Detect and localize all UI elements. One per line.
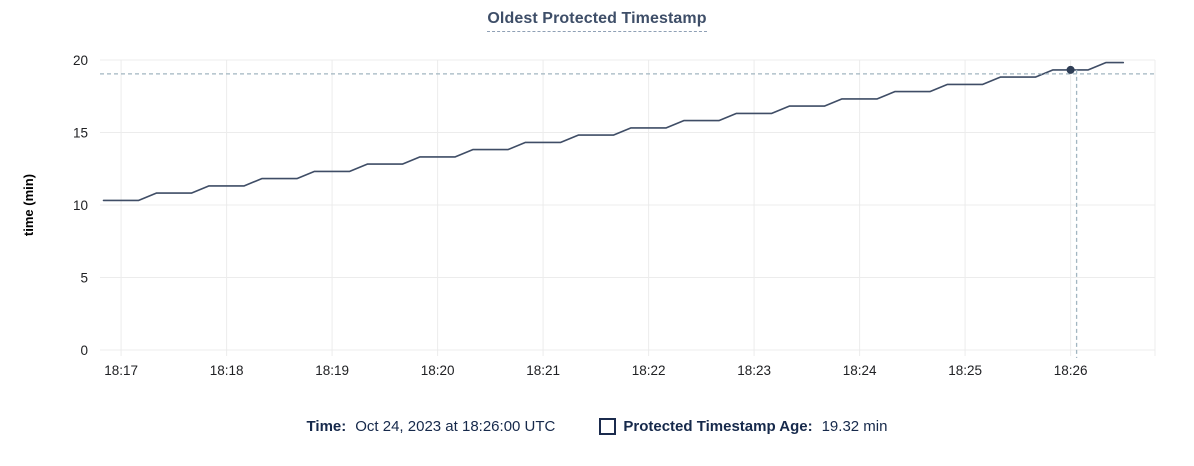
x-tick-label: 18:21: [526, 363, 560, 378]
x-tick-label: 18:24: [843, 363, 877, 378]
x-tick-label: 18:18: [210, 363, 244, 378]
series-swatch-checkbox[interactable]: [599, 418, 617, 435]
chart-header: Oldest Protected Timestamp: [0, 10, 1194, 32]
plot-hover-area[interactable]: [100, 60, 1155, 350]
legend-series-value: 19.32 min: [821, 418, 888, 435]
chart-title[interactable]: Oldest Protected Timestamp: [487, 10, 707, 32]
x-tick-label: 18:19: [315, 363, 349, 378]
y-axis-title: time (min): [21, 174, 36, 236]
legend-time-value: Oct 24, 2023 at 18:26:00 UTC: [355, 418, 556, 435]
series-layer: [102, 61, 1125, 202]
series-line: [102, 61, 1125, 202]
x-tick-label: 18:25: [948, 363, 982, 378]
y-tick-label: 10: [73, 198, 88, 213]
gridlines: [100, 59, 1156, 356]
legend-series-label: Protected Timestamp Age:: [623, 418, 813, 435]
chart-legend: Time: Oct 24, 2023 at 18:26:00 UTC Prote…: [0, 418, 1194, 435]
x-tick-label: 18:26: [1054, 363, 1088, 378]
x-tick-label: 18:20: [421, 363, 455, 378]
y-tick-label: 20: [73, 53, 88, 68]
x-tick-label: 18:22: [632, 363, 666, 378]
y-tick-label: 0: [80, 343, 88, 358]
axis-tick-labels: 0 5 10 15 20 18:17 18:18 18:19 18:20 18:21 18:22 18…: [73, 53, 1088, 378]
x-tick-label: 18:23: [737, 363, 771, 378]
hover-crosshair: [100, 65, 1155, 358]
y-tick-label: 15: [73, 126, 88, 141]
hovered-data-point: [1066, 65, 1075, 74]
chart-plot-svg: time (min) 0 5 10 15 20 18:17 18:18 18:19 18:20 1…: [21, 53, 1156, 378]
y-tick-label: 5: [80, 271, 88, 286]
x-tick-label: 18:17: [104, 363, 138, 378]
legend-time-label: Time:: [306, 418, 347, 435]
